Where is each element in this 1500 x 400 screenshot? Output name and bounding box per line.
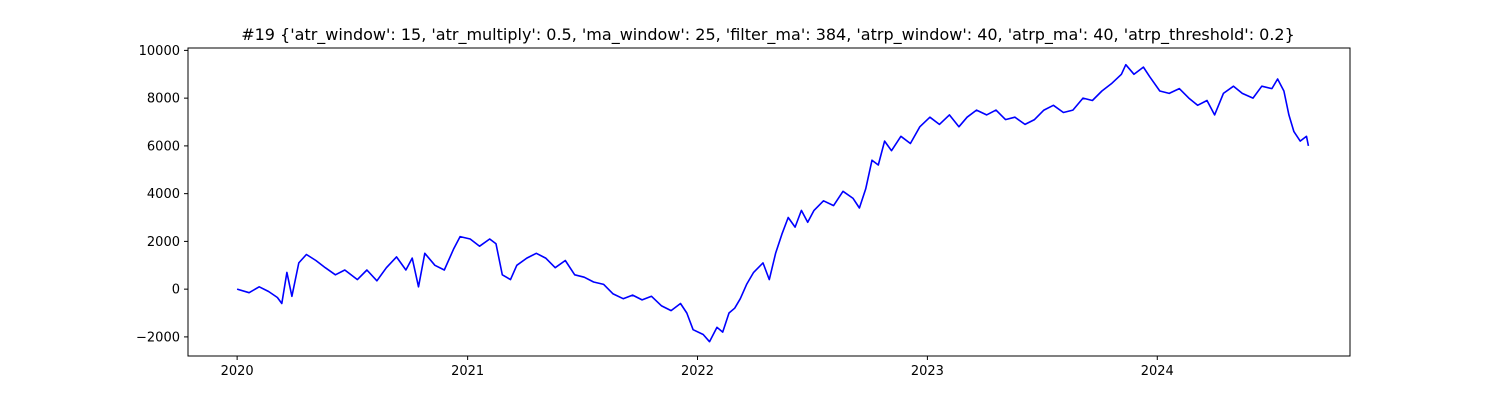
y-tick-label: 2000 (147, 235, 180, 250)
series-line-0 (236, 63, 1310, 343)
plot-frame (187, 47, 1351, 357)
y-tick-label: 0 (172, 283, 180, 298)
x-tick-label: 2024 (1141, 364, 1174, 379)
y-tick-label: 4000 (147, 187, 180, 202)
x-tick-label: 2022 (681, 364, 714, 379)
x-axis: 2020 2021 2022 2023 2024 (221, 356, 1174, 379)
y-tick-label: −2000 (136, 330, 180, 345)
x-tick-label: 2021 (451, 364, 484, 379)
y-tick-label: 10000 (139, 44, 180, 59)
x-tick-label: 2020 (221, 364, 254, 379)
y-axis: −2000 0 2000 4000 6000 8000 10000 (136, 44, 188, 345)
y-tick-label: 6000 (147, 139, 180, 154)
y-tick-label: 8000 (147, 92, 180, 107)
chart-title: #19 {'atr_window': 15, 'atr_multiply': 0… (241, 25, 1295, 45)
x-tick-label: 2023 (911, 364, 944, 379)
plot-area (236, 63, 1310, 343)
